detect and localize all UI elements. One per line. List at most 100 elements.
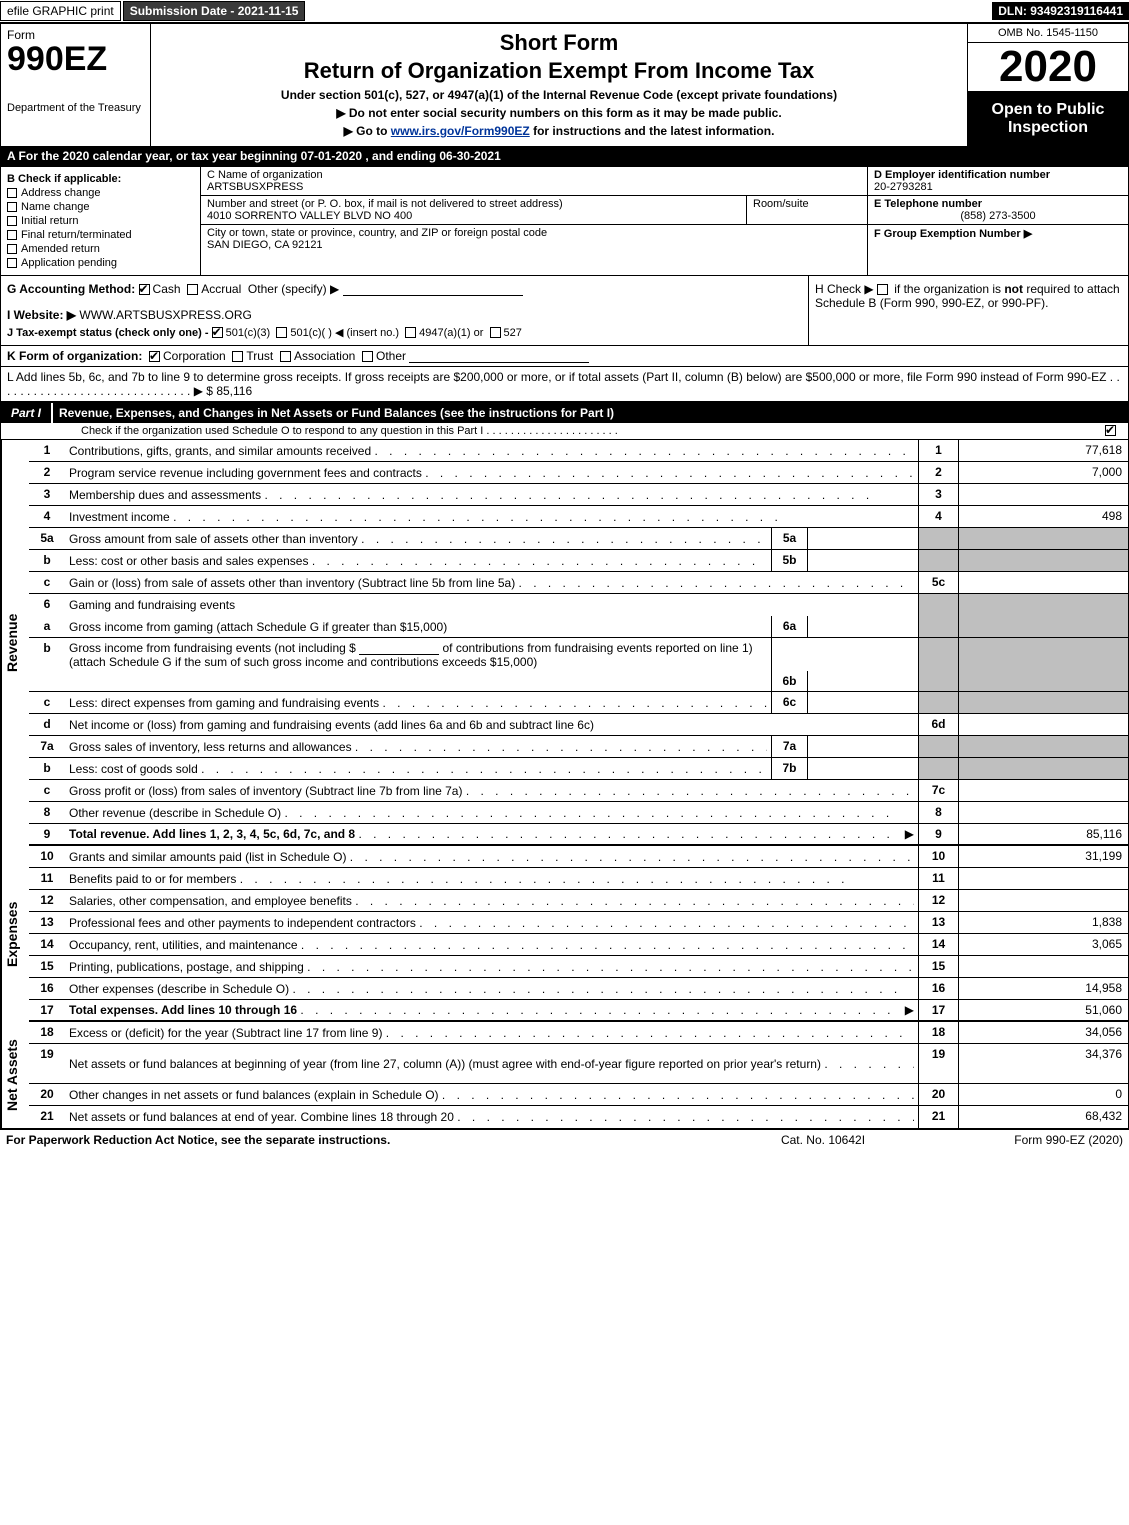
line-18: 18 Excess or (deficit) for the year (Sub… <box>29 1022 1128 1044</box>
street-value: 4010 SORRENTO VALLEY BLVD NO 400 <box>207 210 740 222</box>
block-c: C Name of organization ARTSBUSXPRESS Num… <box>201 167 868 275</box>
ln18-no: 18 <box>29 1022 65 1043</box>
dots: . . . . . . . . . . . . . . . . . . . . … <box>383 696 767 710</box>
dots: . . . . . . . . . . . . . . . . . . . . … <box>201 762 767 776</box>
ln7b-rv <box>958 758 1128 779</box>
cb-501c[interactable] <box>276 327 287 338</box>
ln7b-mn: 7b <box>772 758 808 779</box>
ln5b-no: b <box>29 550 65 571</box>
dept-treasury: Department of the Treasury <box>7 102 144 114</box>
cb-association[interactable] <box>280 351 291 362</box>
phone-label: E Telephone number <box>874 198 982 210</box>
form-number: 990EZ <box>7 42 144 76</box>
dots: . . . . . . . . . . . . . . . . . . . . … <box>292 982 914 996</box>
block-b-title: B Check if applicable: <box>7 173 194 185</box>
line-3: 3 Membership dues and assessments . . . … <box>29 484 1128 506</box>
cb-final-return[interactable]: Final return/terminated <box>7 229 194 241</box>
ln15-rn: 15 <box>918 956 958 977</box>
ln5a-rv <box>958 528 1128 549</box>
l-value: 85,116 <box>216 384 252 398</box>
cb-trust[interactable] <box>232 351 243 362</box>
g-label: G Accounting Method: <box>7 282 135 296</box>
k-trust: Trust <box>246 349 273 363</box>
ln4-rv: 498 <box>958 506 1128 527</box>
ln6b-rv <box>958 638 1128 691</box>
j-label: J Tax-exempt status (check only one) - <box>7 327 212 339</box>
cb-cash[interactable] <box>139 284 150 295</box>
efile-print-button[interactable]: efile GRAPHIC print <box>0 1 121 21</box>
cb-corporation[interactable] <box>149 351 160 362</box>
cb-501c3[interactable] <box>212 327 223 338</box>
line-2: 2 Program service revenue including gove… <box>29 462 1128 484</box>
ln7b-rn <box>918 758 958 779</box>
ln6-rv <box>958 594 1128 616</box>
ln5c-desc: Gain or (loss) from sale of assets other… <box>69 576 515 590</box>
ln19-no: 19 <box>29 1044 65 1083</box>
line-8: 8 Other revenue (describe in Schedule O)… <box>29 802 1128 824</box>
h-pre: H Check ▶ <box>815 282 877 296</box>
accounting-method: G Accounting Method: Cash Accrual Other … <box>1 276 808 345</box>
ln18-desc: Excess or (deficit) for the year (Subtra… <box>69 1026 382 1040</box>
ln19-rv: 34,376 <box>958 1044 1128 1083</box>
cb-address-change[interactable]: Address change <box>7 187 194 199</box>
line-17: 17 Total expenses. Add lines 10 through … <box>29 1000 1128 1022</box>
dots: . . . . . . . . . . . . . . . . . . . . … <box>442 1088 914 1102</box>
ln1-rn: 1 <box>918 440 958 461</box>
dots: . . . . . . . . . . . . . . . . . . . . … <box>425 466 914 480</box>
cb-application-pending[interactable]: Application pending <box>7 257 194 269</box>
ln20-no: 20 <box>29 1084 65 1105</box>
cb-schedule-b[interactable] <box>877 284 888 295</box>
irs-link[interactable]: www.irs.gov/Form990EZ <box>391 124 530 138</box>
cb-accrual[interactable] <box>187 284 198 295</box>
ln16-desc: Other expenses (describe in Schedule O) <box>69 982 289 996</box>
cb-amended-return[interactable]: Amended return <box>7 243 194 255</box>
ln7b-desc: Less: cost of goods sold <box>69 762 198 776</box>
ln2-no: 2 <box>29 462 65 483</box>
line-6a: a Gross income from gaming (attach Sched… <box>29 616 1128 638</box>
cb-name-change[interactable]: Name change <box>7 201 194 213</box>
ln6b-blank[interactable] <box>359 641 439 655</box>
dots: . . . . . . . . . . . . . . . . . . . . … <box>361 532 767 546</box>
other-specify-field[interactable] <box>343 282 523 296</box>
ln19-rn: 19 <box>918 1044 958 1083</box>
ln14-rv: 3,065 <box>958 934 1128 955</box>
ln21-rv: 68,432 <box>958 1106 1128 1128</box>
ln5a-rn <box>918 528 958 549</box>
ln15-rv <box>958 956 1128 977</box>
ln12-no: 12 <box>29 890 65 911</box>
other-label: Other (specify) ▶ <box>248 282 339 296</box>
ln2-rv: 7,000 <box>958 462 1128 483</box>
row-l: L Add lines 5b, 6c, and 7b to line 9 to … <box>1 366 1128 401</box>
ln8-desc: Other revenue (describe in Schedule O) <box>69 806 281 820</box>
ln17-arrow: ▶ <box>905 1003 914 1017</box>
cb-schedule-o[interactable] <box>1105 425 1116 436</box>
ln1-desc: Contributions, gifts, grants, and simila… <box>69 444 371 458</box>
ln16-no: 16 <box>29 978 65 999</box>
block-d: D Employer identification number 20-2793… <box>868 167 1128 196</box>
ln13-rn: 13 <box>918 912 958 933</box>
entity-block: B Check if applicable: Address change Na… <box>1 166 1128 275</box>
line-13: 13 Professional fees and other payments … <box>29 912 1128 934</box>
cb-initial-return[interactable]: Initial return <box>7 215 194 227</box>
ln6c-mv <box>808 692 918 713</box>
dots: . . . . . . . . . . . . . . . . . . . . … <box>519 576 914 590</box>
k-other: Other <box>376 349 406 363</box>
ln4-rn: 4 <box>918 506 958 527</box>
ln7b-no: b <box>29 758 65 779</box>
j-501c3: 501(c)(3) <box>226 327 271 339</box>
submission-date-badge: Submission Date - 2021-11-15 <box>123 1 306 21</box>
dots: . . . . . . . . . . . . . . . . . . . . … <box>386 1026 914 1040</box>
ln8-rn: 8 <box>918 802 958 823</box>
cb-4947[interactable] <box>405 327 416 338</box>
dots: . . . . . . . . . . . . . . . . . . . . … <box>312 554 767 568</box>
ln11-rv <box>958 868 1128 889</box>
ln7a-rn <box>918 736 958 757</box>
cb-527[interactable] <box>490 327 501 338</box>
ln7a-rv <box>958 736 1128 757</box>
cb-other-org[interactable] <box>362 351 373 362</box>
ln6c-rn <box>918 692 958 713</box>
ln1-no: 1 <box>29 440 65 461</box>
ln5a-mn: 5a <box>772 528 808 549</box>
k-other-field[interactable] <box>409 349 589 363</box>
schedule-b-check: H Check ▶ if the organization is not req… <box>808 276 1128 345</box>
